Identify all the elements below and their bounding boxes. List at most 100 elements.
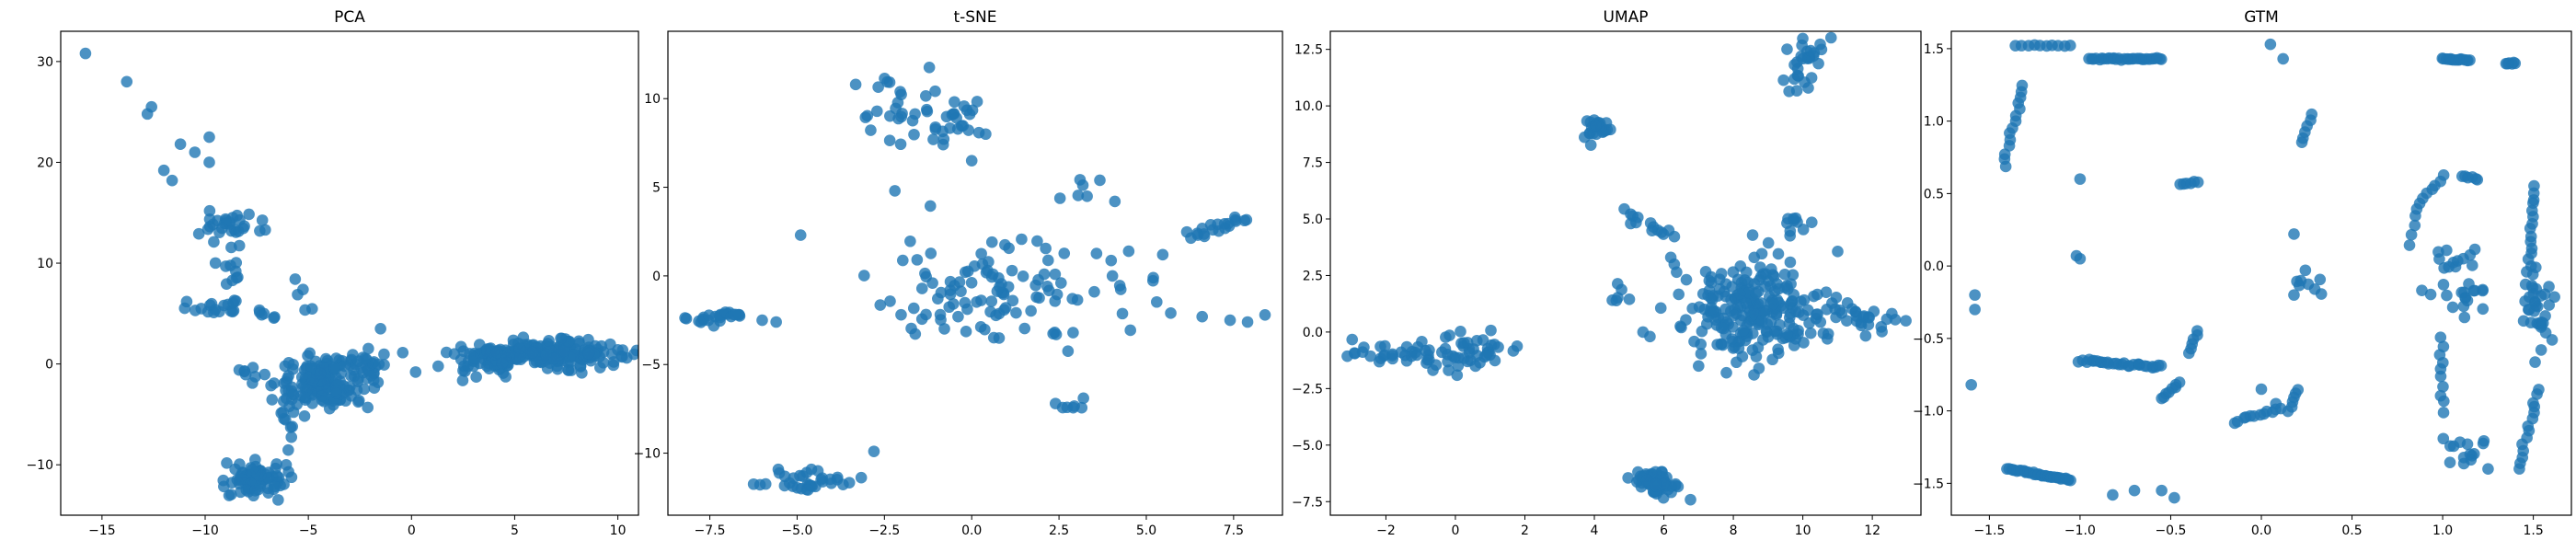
- data-point: [2405, 228, 2418, 241]
- data-point: [1753, 362, 1765, 374]
- data-point: [607, 356, 620, 368]
- x-tick-label: −2.5: [868, 523, 900, 538]
- data-point: [2434, 389, 2447, 402]
- pca-axes-frame: [60, 30, 639, 516]
- data-point: [259, 368, 271, 381]
- data-point: [1455, 326, 1466, 338]
- data-point: [1147, 271, 1159, 284]
- data-point: [2471, 174, 2484, 186]
- x-tick-label: 0.0: [2251, 523, 2271, 538]
- data-point: [1802, 82, 1814, 94]
- data-point: [1998, 148, 2011, 160]
- data-point: [975, 247, 987, 260]
- data-point: [772, 463, 785, 476]
- data-point: [582, 347, 595, 360]
- x-tick-label: 7.5: [1224, 523, 1244, 538]
- data-point: [1803, 316, 1815, 329]
- data-point: [1640, 474, 1653, 487]
- data-point: [2463, 278, 2475, 290]
- data-point: [230, 257, 243, 269]
- data-point: [1783, 317, 1796, 329]
- data-point: [568, 349, 580, 361]
- data-point: [1876, 326, 1888, 338]
- data-point: [1440, 331, 1452, 343]
- data-point: [1196, 310, 1208, 323]
- data-point: [141, 108, 154, 121]
- data-point: [2533, 384, 2545, 396]
- data-point: [259, 224, 271, 236]
- data-point: [1165, 307, 1177, 319]
- x-tick-label: 4: [1591, 523, 1599, 538]
- data-point: [2255, 383, 2268, 396]
- data-point: [285, 431, 298, 443]
- data-point: [883, 134, 896, 147]
- data-point: [1650, 478, 1662, 490]
- data-point: [298, 410, 311, 422]
- data-point: [904, 235, 916, 247]
- data-point: [490, 347, 503, 359]
- umap-panel: UMAP −2 0 2 4 6 8 10 12 −7.5 −5.0 −2.5 0.0 2.5 5.0 7.5 1…: [1292, 8, 1922, 538]
- data-point: [1793, 306, 1805, 318]
- data-point: [824, 473, 836, 486]
- data-point: [1240, 213, 1253, 226]
- data-point: [1105, 254, 1118, 267]
- data-point: [432, 360, 444, 373]
- y-tick-label: 0: [45, 358, 53, 373]
- data-point: [1650, 466, 1662, 478]
- data-point: [965, 277, 978, 289]
- data-point: [572, 335, 585, 348]
- data-point: [937, 138, 949, 151]
- data-point: [894, 86, 906, 98]
- data-point: [247, 362, 259, 374]
- data-point: [884, 295, 896, 307]
- y-tick-label: 30: [37, 55, 53, 70]
- data-point: [1719, 290, 1732, 303]
- data-point: [1750, 287, 1762, 300]
- data-point: [985, 236, 998, 248]
- data-point: [208, 306, 220, 318]
- data-point: [2543, 281, 2555, 293]
- data-point: [1047, 328, 1059, 340]
- data-point: [1406, 345, 1419, 358]
- data-point: [944, 275, 957, 288]
- data-point: [906, 114, 919, 127]
- data-point: [238, 220, 250, 233]
- y-tick-label: −0.5: [1913, 332, 1944, 347]
- data-point: [1815, 43, 1828, 56]
- x-tick-label: −5: [299, 523, 318, 538]
- data-point: [2292, 384, 2305, 396]
- data-point: [240, 484, 253, 496]
- data-point: [2173, 376, 2186, 388]
- data-point: [857, 270, 870, 282]
- data-point: [1443, 364, 1455, 376]
- data-point: [205, 297, 218, 310]
- data-point: [1622, 472, 1634, 484]
- data-point: [1106, 270, 1119, 282]
- data-point: [1759, 268, 1772, 281]
- data-point: [810, 480, 822, 493]
- data-point: [889, 185, 901, 197]
- data-point: [1693, 360, 1705, 373]
- data-point: [203, 131, 215, 144]
- y-tick-label: −2.5: [1292, 382, 1323, 397]
- data-point: [330, 352, 342, 364]
- data-point: [874, 299, 887, 311]
- data-point: [2464, 54, 2476, 66]
- data-point: [314, 367, 327, 380]
- data-point: [378, 348, 390, 361]
- x-tick-label: 5: [511, 523, 519, 538]
- data-point: [543, 335, 555, 347]
- data-point: [467, 351, 480, 364]
- data-point: [2446, 301, 2459, 314]
- data-point: [2437, 169, 2450, 181]
- data-point: [1038, 268, 1051, 281]
- data-point: [999, 302, 1012, 314]
- data-point: [1804, 327, 1817, 339]
- data-point: [1416, 335, 1428, 348]
- data-point: [2528, 305, 2540, 317]
- data-point: [178, 302, 191, 315]
- data-point: [351, 384, 363, 397]
- umap-title: UMAP: [1604, 8, 1649, 27]
- data-point: [1680, 273, 1693, 286]
